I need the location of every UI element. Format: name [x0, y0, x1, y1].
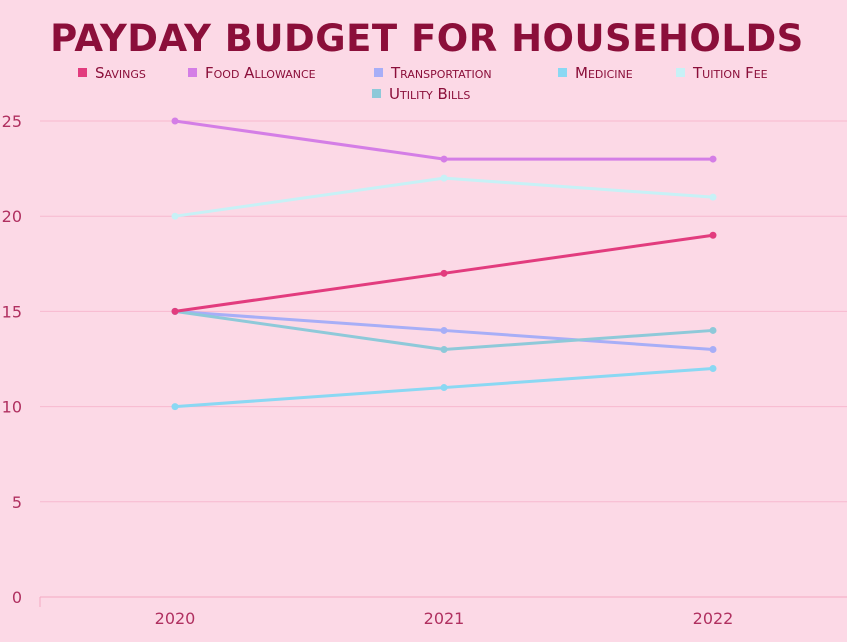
data-point — [171, 117, 179, 125]
legend-label: Savings — [95, 64, 146, 82]
grid — [40, 120, 847, 598]
y-tick-label: 10 — [2, 398, 22, 417]
legend-swatch — [188, 68, 197, 77]
y-tick-label: 20 — [2, 207, 22, 226]
chart-title: PAYDAY BUDGET FOR HOUSEHOLDS — [50, 17, 804, 60]
legend-swatch — [372, 89, 381, 98]
legend-item: Transportation — [374, 64, 492, 82]
legend-swatch — [676, 68, 685, 77]
x-tick-label: 2022 — [693, 609, 734, 628]
y-tick-label: 5 — [12, 493, 22, 512]
series-line — [173, 176, 715, 218]
series-line — [173, 119, 715, 161]
axis: 0 5 10 15 20 25 2020 2021 2022 — [2, 112, 734, 628]
data-point — [440, 174, 448, 182]
x-tick-label: 2020 — [155, 609, 196, 628]
legend-label: Food Allowance — [205, 64, 316, 82]
legend-label: Medicine — [575, 64, 633, 82]
data-point — [440, 326, 448, 334]
legend-swatch — [558, 68, 567, 77]
data-point — [440, 155, 448, 163]
data-point — [709, 365, 717, 373]
legend-swatch — [374, 68, 383, 77]
data-point — [709, 231, 717, 239]
legend-item: Utility Bills — [372, 85, 470, 103]
series-tuition-fee — [171, 174, 717, 220]
data-point — [709, 155, 717, 163]
y-tick-label: 15 — [2, 302, 22, 321]
legend-label: Utility Bills — [389, 85, 470, 103]
data-point — [440, 384, 448, 392]
legend-label: Transportation — [390, 64, 492, 82]
data-point — [171, 307, 179, 315]
x-tick-label: 2021 — [424, 609, 465, 628]
legend-swatch — [78, 68, 87, 77]
legend-item: Medicine — [558, 64, 633, 82]
data-point — [709, 193, 717, 201]
data-point — [709, 326, 717, 334]
series-medicine — [171, 365, 717, 411]
legend-item: Food Allowance — [188, 64, 316, 82]
legend: Savings Food Allowance Transportation Medic… — [78, 64, 768, 103]
data-point — [440, 345, 448, 353]
data-point — [440, 269, 448, 277]
legend-item: Savings — [78, 64, 146, 82]
y-tick-label: 0 — [12, 588, 22, 607]
legend-label: Tuition Fee — [692, 64, 768, 82]
legend-item: Tuition Fee — [676, 64, 768, 82]
y-tick-label: 25 — [2, 112, 22, 131]
data-point — [171, 403, 179, 411]
data-point — [709, 345, 717, 353]
series-food-allowance — [171, 117, 717, 163]
series-lines — [171, 117, 717, 411]
series-savings — [171, 231, 717, 315]
data-point — [171, 212, 179, 220]
